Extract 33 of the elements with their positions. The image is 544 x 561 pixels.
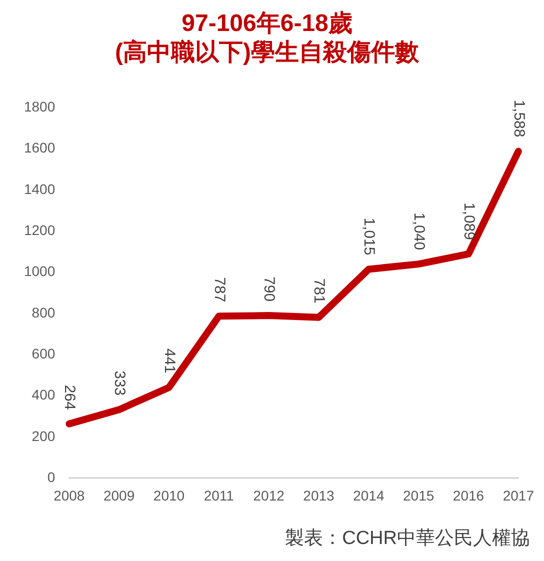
x-tick-label: 2009 [103,487,135,504]
y-tick-label: 0 [47,469,56,486]
y-tick-label: 800 [32,304,56,320]
y-tick-label: 1200 [24,222,56,238]
data-label: 264 [61,384,78,410]
data-label: 1,588 [510,100,528,138]
y-tick-label: 1600 [24,140,56,156]
data-label: 781 [310,278,328,304]
data-label: 333 [110,370,128,396]
x-tick-label: 2014 [353,487,384,504]
data-label: 1,015 [360,218,378,256]
y-tick-label: 400 [32,386,56,403]
x-tick-label: 2016 [452,487,484,504]
y-tick-label: 600 [32,346,56,362]
y-tick-label: 1000 [24,263,56,280]
x-tick-label: 2015 [403,487,434,504]
x-tick-label: 2010 [153,487,185,504]
data-label: 787 [210,277,228,302]
data-label: 790 [260,276,278,302]
data-label: 1,089 [460,202,478,240]
x-tick-label: 2012 [253,487,285,504]
text: (高中職以下)學生自殺傷件數 [115,38,419,66]
text: 製表：CCHR中華公民人權協 [285,527,530,551]
data-label: 441 [160,348,178,374]
x-tick-label: 2017 [502,487,534,504]
text: 97-106年6-18歲 [182,10,352,38]
y-tick-label: 1800 [24,98,56,114]
x-tick-label: 2011 [204,487,234,504]
data-label: 1,040 [410,212,428,250]
y-tick-label: 1400 [24,180,56,197]
x-tick-label: 2008 [54,487,85,504]
x-tick-label: 2013 [303,487,335,504]
y-tick-label: 200 [32,428,56,444]
